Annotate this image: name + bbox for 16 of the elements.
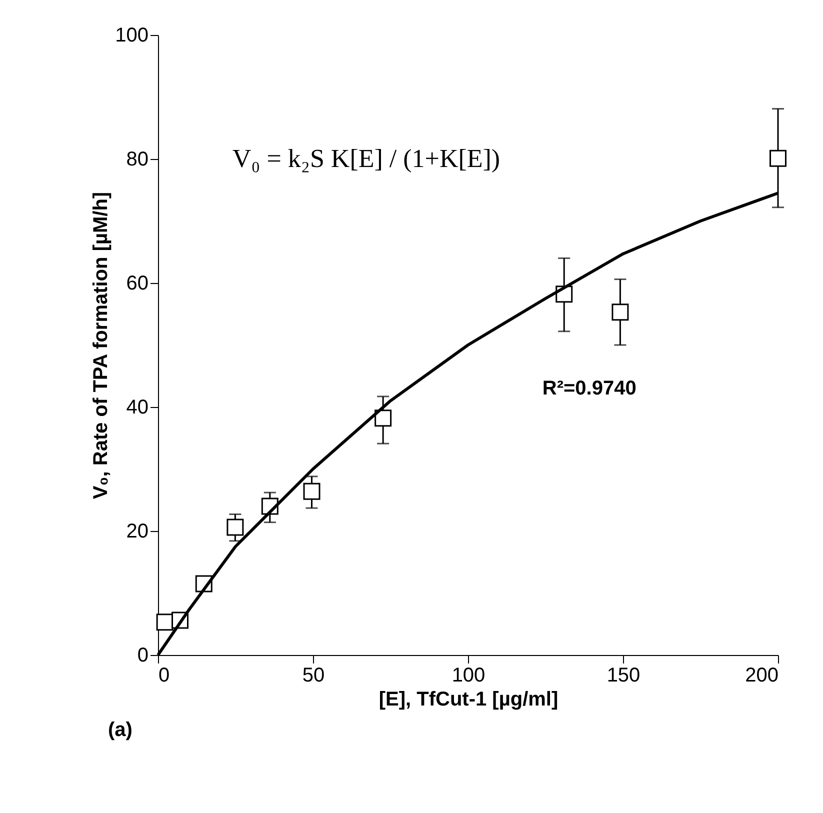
annotation: V₀ = k₂S K[E] / (1+K[E]) <box>232 144 500 173</box>
x-tick-label: 200 <box>745 664 778 686</box>
y-tick-label: 40 <box>126 396 148 418</box>
annotation: R²=0.9740 <box>542 377 636 400</box>
x-tick-label: 50 <box>302 664 325 686</box>
x-tick-label: 100 <box>452 664 486 686</box>
y-tick-label: 60 <box>126 272 148 294</box>
text: (a) <box>108 719 132 741</box>
y-axis-title: V₀, Rate of TPA formation [µM/h] <box>90 192 112 500</box>
y-tick-label: 0 <box>137 644 148 666</box>
x-tick-label: 150 <box>606 664 640 686</box>
y-tick-label: 20 <box>126 520 148 542</box>
x-tick-label: 0 <box>158 664 170 686</box>
y-tick-label: 80 <box>126 148 148 170</box>
x-axis-title: [E], TfCut-1 [µg/ml] <box>378 688 558 710</box>
y-tick-label: 100 <box>115 24 148 46</box>
